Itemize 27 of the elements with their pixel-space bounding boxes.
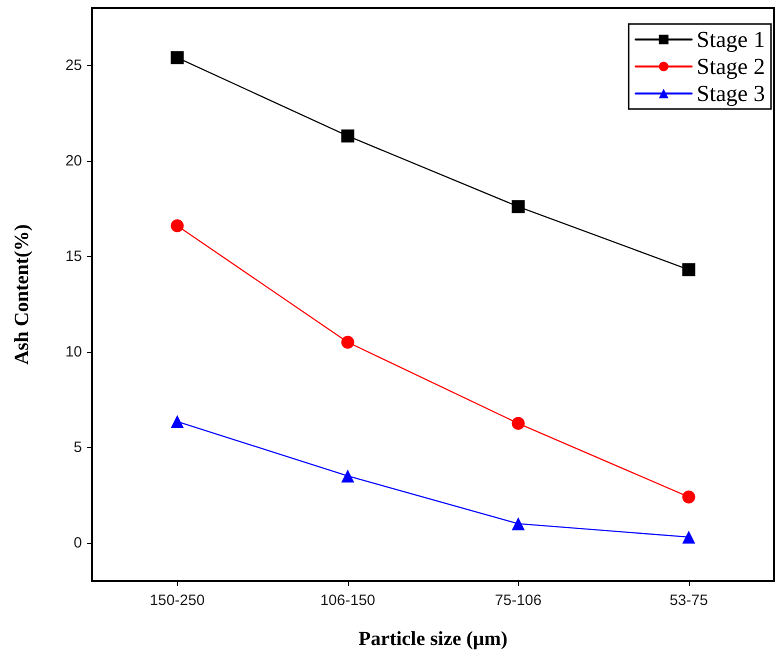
y-tick-label: 10 bbox=[65, 343, 82, 360]
point bbox=[682, 490, 696, 504]
point bbox=[170, 219, 184, 232]
y-tick-label: 0 bbox=[74, 534, 82, 552]
y-tick-label: 25 bbox=[65, 56, 82, 74]
x-tick-label: 53-75 bbox=[670, 592, 708, 609]
y-axis-title: Ash Content(%) bbox=[11, 224, 33, 365]
point bbox=[512, 200, 525, 214]
y-tick-label: 5 bbox=[74, 438, 82, 456]
x-tick-label: 106-150 bbox=[320, 592, 376, 609]
point bbox=[512, 517, 525, 530]
point bbox=[170, 415, 184, 428]
point bbox=[682, 530, 696, 544]
legend-label: Stage 3 bbox=[696, 81, 766, 106]
point bbox=[512, 416, 525, 430]
y-tick-label: 20 bbox=[65, 152, 82, 170]
x-tick-label: 75-106 bbox=[494, 592, 542, 609]
legend-label: Stage 2 bbox=[696, 54, 766, 79]
y-tick-label: 15 bbox=[65, 248, 82, 265]
point bbox=[682, 263, 696, 276]
point bbox=[341, 469, 354, 482]
point bbox=[341, 336, 354, 349]
legend-label: Stage 1 bbox=[696, 27, 766, 52]
point bbox=[170, 51, 184, 64]
x-tick-label: 150-250 bbox=[150, 592, 205, 609]
x-axis-title: Particle size (μm) bbox=[358, 628, 508, 650]
point bbox=[341, 129, 354, 142]
